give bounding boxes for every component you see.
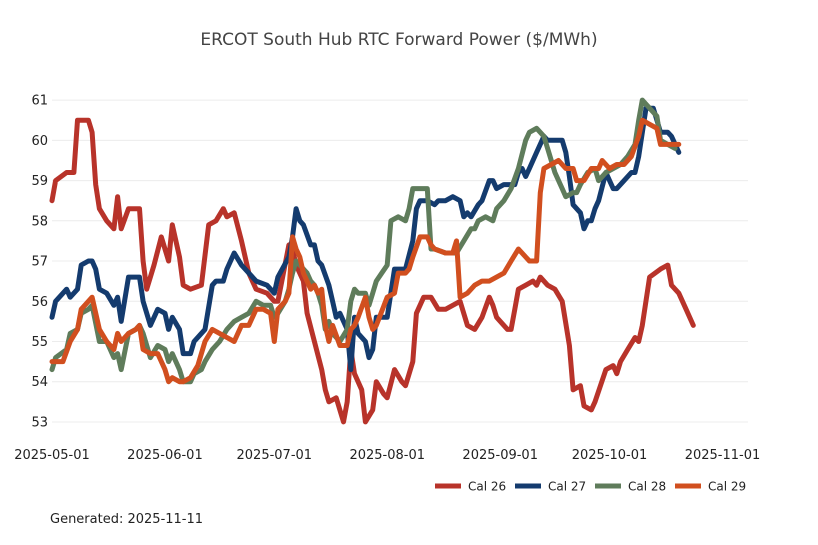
y-tick-label-54: 54 (31, 375, 48, 390)
x-tick-label-2025-08-01: 2025-08-01 (349, 448, 425, 463)
y-axis-ticks: 53 54 55 56 57 58 59 60 61 (31, 94, 48, 431)
x-axis-ticks: 2025-05-01 2025-06-01 2025-07-01 2025-08-01… (14, 448, 760, 463)
series-line-cal-28 (49, 97, 678, 385)
series-line-cal-27 (49, 105, 682, 373)
legend-label-cal-28: Cal 28 (628, 480, 666, 494)
y-tick-label-61: 61 (31, 94, 48, 109)
series-lines (49, 97, 696, 425)
x-tick-label-2025-09-01: 2025-09-01 (462, 448, 538, 463)
x-tick-label-2025-06-01: 2025-06-01 (127, 448, 203, 463)
y-tick-label-60: 60 (31, 134, 48, 149)
legend-label-cal-26: Cal 26 (468, 480, 506, 494)
chart-title: ERCOT South Hub RTC Forward Power ($/MWh… (200, 30, 597, 50)
generated-timestamp: Generated: 2025-11-11 (50, 512, 204, 527)
legend-label-cal-27: Cal 27 (548, 480, 586, 494)
x-tick-label-2025-07-01: 2025-07-01 (237, 448, 313, 463)
x-tick-label-2025-10-01: 2025-10-01 (572, 448, 648, 463)
series-line-cal-26 (49, 117, 696, 425)
y-tick-label-53: 53 (31, 415, 48, 430)
y-tick-label-57: 57 (31, 255, 48, 270)
y-tick-label-59: 59 (31, 174, 48, 189)
legend-label-cal-29: Cal 29 (708, 480, 746, 494)
series-line-cal-29 (49, 117, 682, 385)
legend: Cal 26 Cal 27 Cal 28 Cal 29 (435, 480, 746, 494)
y-tick-label-58: 58 (31, 214, 48, 229)
y-tick-label-55: 55 (31, 335, 48, 350)
x-tick-label-2025-11-01: 2025-11-01 (685, 448, 761, 463)
y-tick-label-56: 56 (31, 295, 48, 310)
x-tick-label-2025-05-01: 2025-05-01 (14, 448, 90, 463)
